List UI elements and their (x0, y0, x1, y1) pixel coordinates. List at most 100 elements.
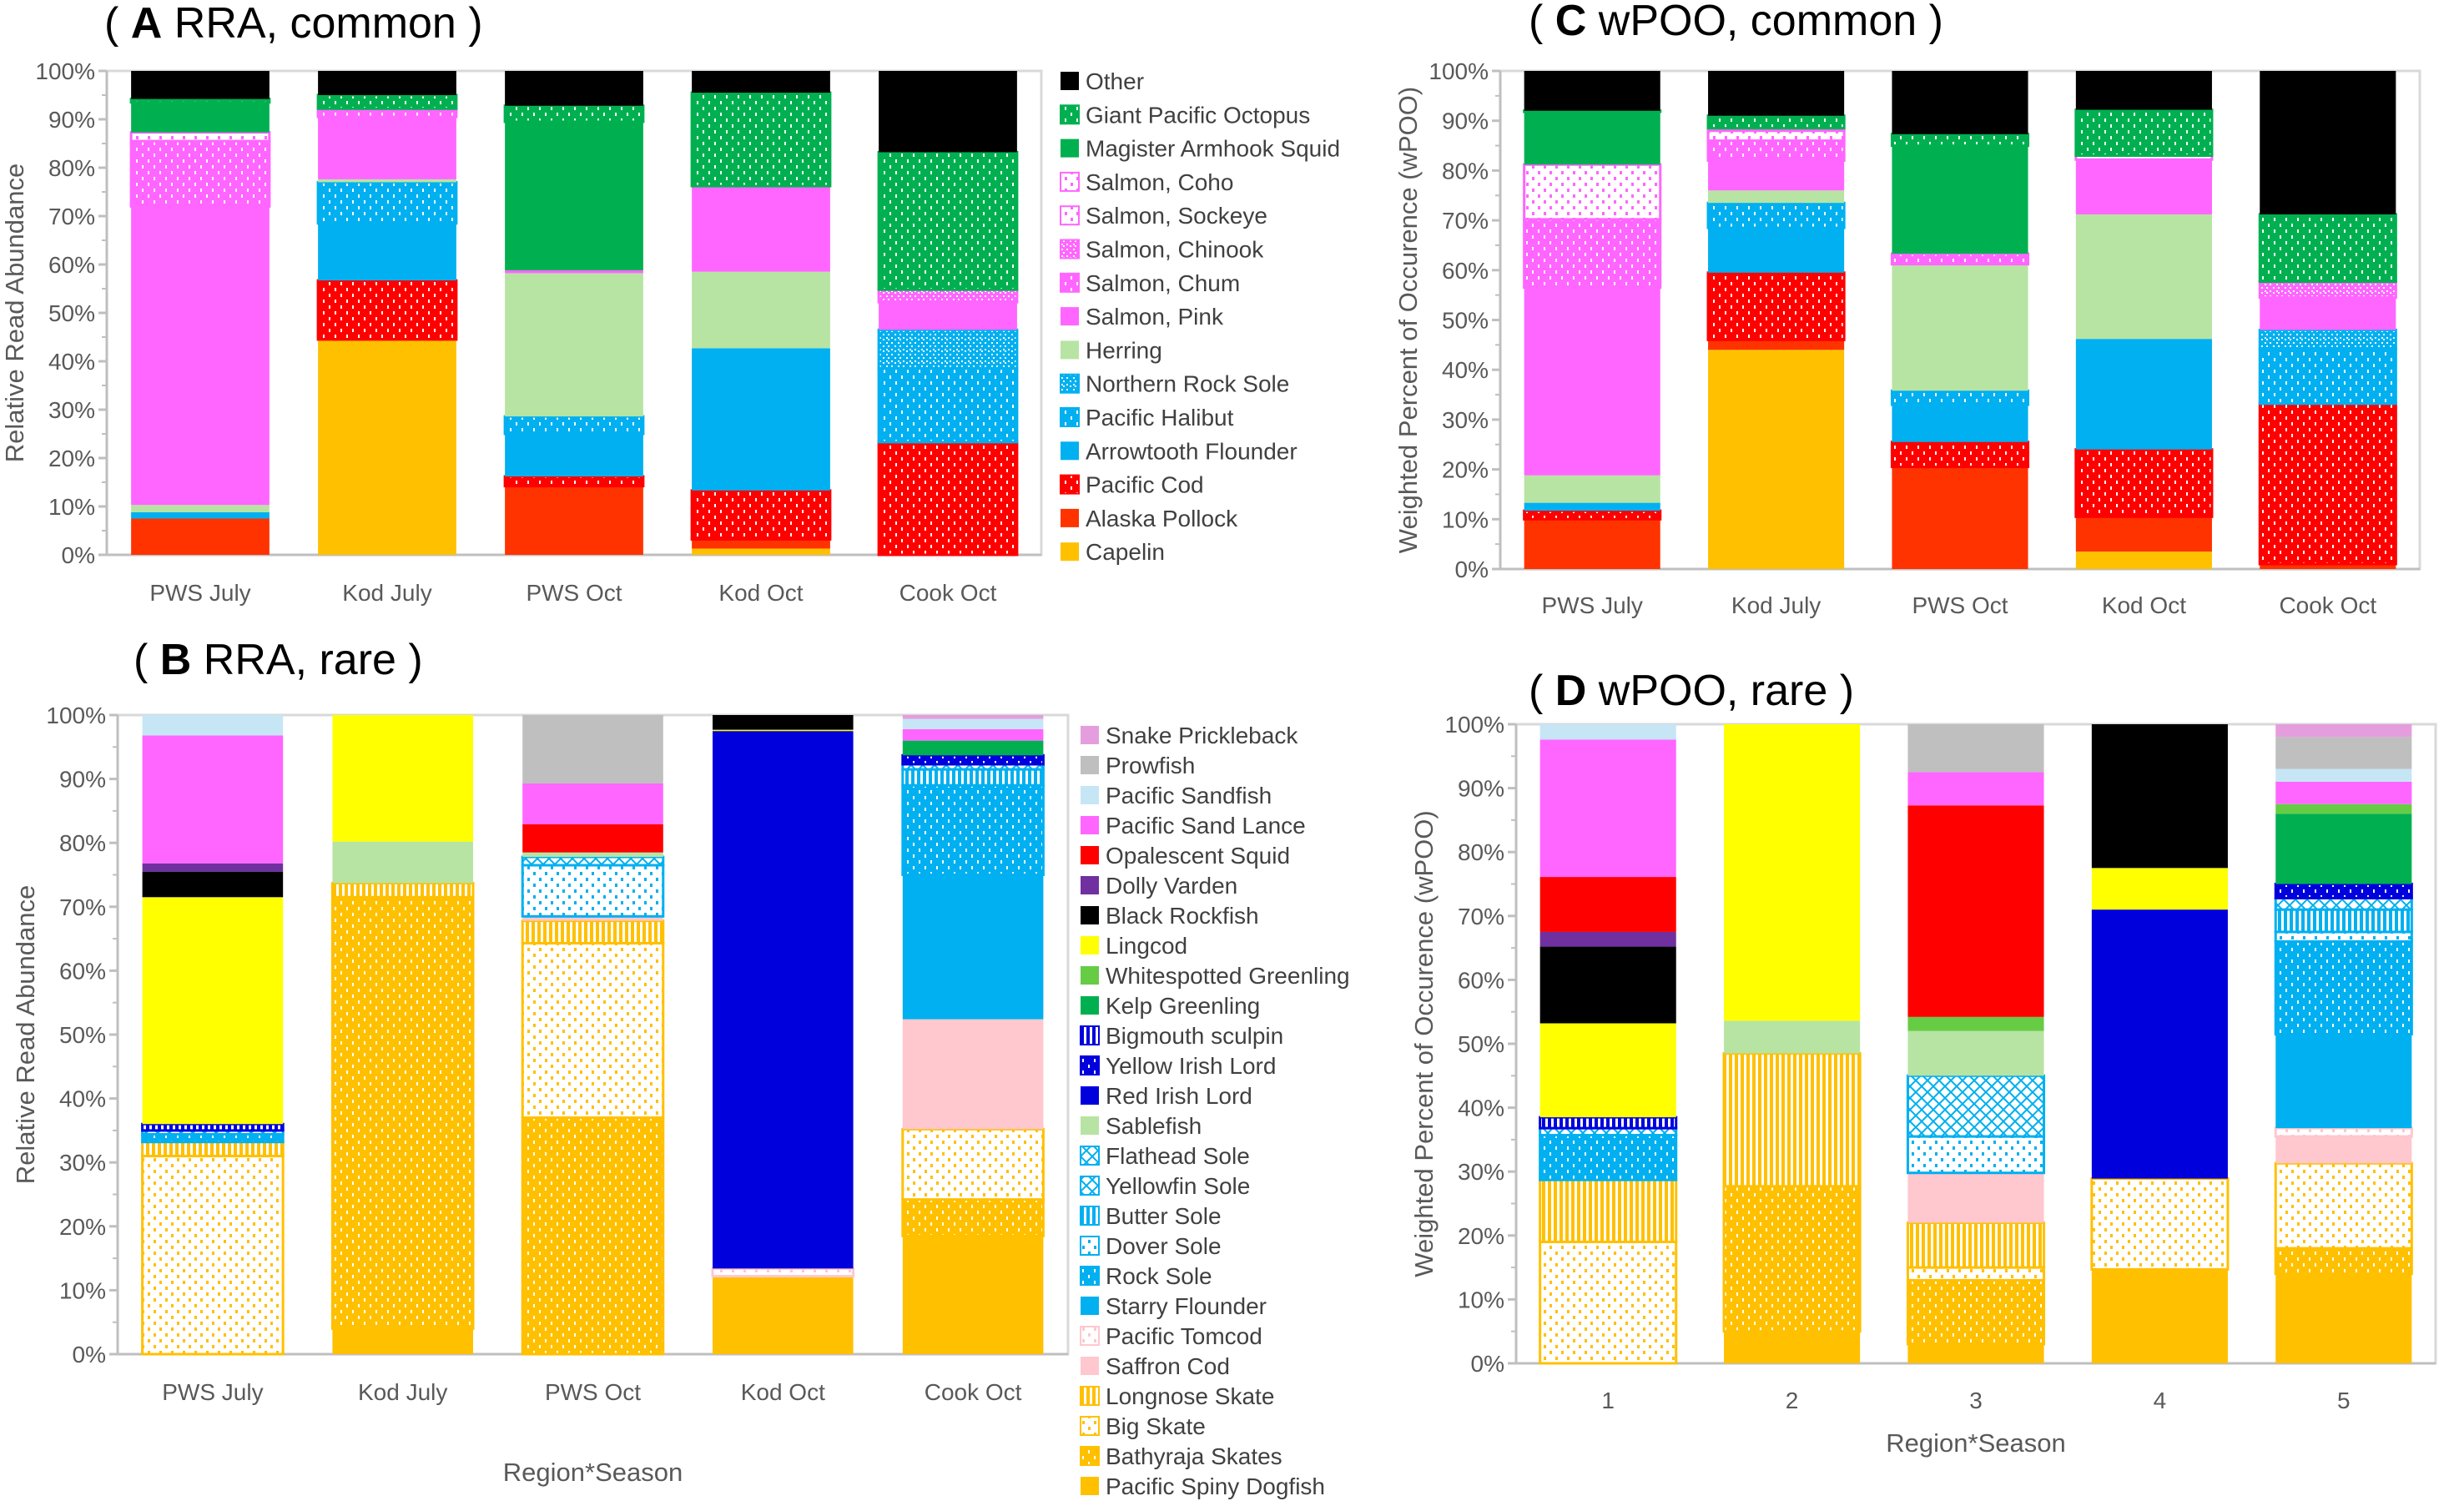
bar-segment-herring (131, 505, 270, 512)
bar-segment-other (131, 71, 270, 99)
legend-label: Salmon, Pink (1086, 304, 1224, 330)
bar-segment-pacific-sand-lance (522, 783, 663, 824)
x-tick-label: Cook Oct (2279, 592, 2376, 618)
bar-segment-big-skate (1906, 1266, 2046, 1282)
bar-segment-magister-armhook-squid (1524, 111, 1660, 165)
x-tick-label: Kod Oct (718, 580, 803, 606)
bar-segment-pacific-cod (1890, 441, 2030, 469)
y-tick-label: 0% (1455, 557, 1489, 582)
bar-segment-bathyraja-skates (330, 895, 475, 1330)
bar-segment-alaska-pollock (1892, 466, 2028, 569)
legend-item: Pacific Spiny Dogfish (1081, 1473, 1325, 1499)
bar-segment-herring (692, 271, 830, 349)
legend-label: Lingcod (1106, 933, 1187, 959)
bar-segment-salmon-chum (1706, 139, 1846, 162)
x-tick-label: Kod July (1731, 592, 1821, 618)
legend-label: Salmon, Chum (1086, 270, 1240, 296)
bar-segment-alaska-pollock (505, 486, 643, 555)
panel-title: ( A RRA, common ) (104, 0, 483, 48)
legend-item: Pacific Sandfish (1081, 783, 1272, 808)
panel-title: ( B RRA, rare ) (134, 636, 423, 684)
bar-segment-opalescent-squid (1907, 805, 2044, 1017)
bar-segment-salmon-pink (131, 206, 270, 506)
y-tick-label: 30% (1458, 1159, 1504, 1185)
legend-swatch (1080, 1146, 1100, 1166)
legend-swatch (1081, 1086, 1099, 1105)
bar-segment-butter-sole (2274, 908, 2413, 934)
bar-segment-arrowtooth-flounder (1708, 228, 1845, 273)
bar-segment-big-skate (2274, 1161, 2413, 1250)
y-axis-label: Relative Read Abundance (0, 164, 29, 462)
y-tick-label: 10% (1458, 1287, 1504, 1312)
bar-segment-pacific-sand-lance (1907, 772, 2044, 806)
legend-swatch (1060, 239, 1080, 259)
legend-label: Yellowfin Sole (1106, 1173, 1250, 1199)
y-tick-label: 80% (48, 155, 95, 181)
x-tick-label: PWS Oct (545, 1379, 641, 1405)
bar-segment-big-skate (2090, 1177, 2230, 1271)
bar-segment-giant-pacific-octopus (1523, 109, 1662, 113)
bar-segment-other (692, 71, 830, 93)
legend-label: Black Rockfish (1106, 903, 1259, 929)
bar-segment-alaska-pollock (131, 518, 270, 555)
legend-item: Pacific Halibut (1060, 405, 1234, 431)
legend-label: Starry Flounder (1106, 1293, 1267, 1319)
legend-swatch (1060, 272, 1080, 293)
bar-segment-pacific-sandfish (142, 715, 284, 736)
legend-swatch (1080, 1446, 1100, 1466)
legend-label: Dolly Varden (1106, 873, 1237, 899)
bar-segment-arrowtooth-flounder (505, 434, 643, 477)
bar-segment-black-rockfish (142, 871, 284, 898)
bar-segment-opalescent-squid (1539, 877, 1676, 932)
legend-label: Whitespotted Greenling (1106, 963, 1350, 989)
legend-item: Pacific Cod (1060, 472, 1204, 498)
bar-segment-sablefish (332, 841, 473, 884)
y-tick-label: 20% (59, 1214, 106, 1240)
panel-B: ( B RRA, rare ) 0% 10% 20% 30% 40% 50% 60% 70% 80… (11, 636, 1350, 1499)
bar-segment-bigmouth-sculpin (1539, 1116, 1678, 1130)
y-tick-label: 50% (1442, 308, 1489, 334)
bar-segment-capelin (692, 548, 830, 555)
bar-segment-arrowtooth-flounder (2075, 339, 2212, 450)
bar-segment-capelin (2075, 552, 2212, 569)
y-tick-label: 20% (1458, 1223, 1504, 1249)
bar-segment-pacific-cod (503, 475, 645, 488)
y-tick-label: 90% (48, 107, 95, 133)
bar-segment-yellow-irish-lord (901, 753, 1045, 766)
bar-segment-salmon-pink (2260, 297, 2396, 330)
y-tick-label: 70% (1442, 208, 1489, 234)
bar-segment-salmon-coho (1523, 163, 1662, 221)
bar-segment-herring (2075, 214, 2212, 340)
legend-swatch (1060, 373, 1080, 394)
bar-segment-bigmouth-sculpin (141, 1122, 285, 1132)
y-axis-label: Relative Read Abundance (11, 885, 40, 1184)
legend-label: Herring (1086, 337, 1162, 363)
legend-label: Magister Armhook Squid (1086, 136, 1340, 162)
bar-segment-prowfish (522, 715, 663, 783)
bar-segment-other (2260, 71, 2396, 214)
legend-label: Bathyraja Skates (1106, 1443, 1282, 1469)
legend-item: Northern Rock Sole (1060, 371, 1289, 397)
bar-segment-capelin (1708, 350, 1845, 569)
bar-segment-sablefish (1907, 1030, 2044, 1076)
bar-segment-rock-sole (2274, 939, 2413, 1036)
legend-swatch (1081, 1477, 1099, 1495)
y-tick-label: 90% (1458, 776, 1504, 802)
bar-segment-giant-pacific-octopus (316, 93, 458, 110)
bar-segment-longnose-skate (141, 1141, 285, 1158)
legend-label: Bigmouth sculpin (1106, 1023, 1283, 1049)
bar-segment-pacific-halibut (877, 367, 1019, 444)
bar-segment-pacific-sandfish (902, 718, 1044, 729)
bar-segment-salmon-pink (318, 117, 456, 179)
legend-item: Black Rockfish (1081, 903, 1259, 929)
panel-title: ( C wPOO, common ) (1529, 0, 1943, 45)
legend-swatch (1081, 966, 1099, 985)
legend-swatch (1080, 1025, 1100, 1045)
y-tick-label: 40% (48, 349, 95, 375)
bar-segment-yellowfin-sole (2274, 896, 2413, 911)
legend-swatch (1060, 407, 1080, 427)
bar-segment-rock-sole (901, 783, 1045, 877)
bar-segment-black-rockfish (2091, 724, 2228, 869)
legend-item: Butter Sole (1080, 1203, 1222, 1229)
legend-label: Longnose Skate (1106, 1383, 1274, 1409)
